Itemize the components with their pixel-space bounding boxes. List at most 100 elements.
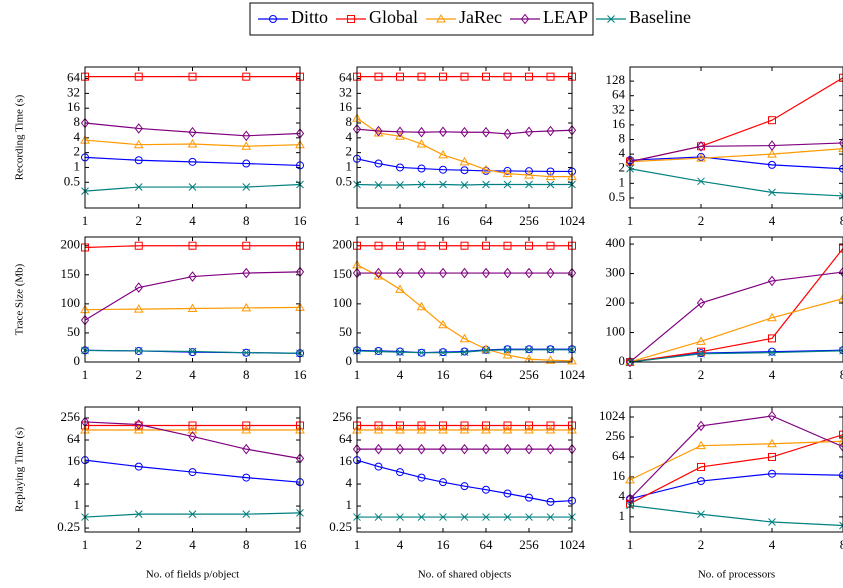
y-tick-label: 100 xyxy=(606,324,626,339)
marker xyxy=(459,156,470,166)
marker xyxy=(525,241,533,250)
marker xyxy=(459,333,470,343)
x-tick-label: 64 xyxy=(480,537,494,552)
series-line xyxy=(629,271,843,363)
marker xyxy=(242,443,251,455)
marker xyxy=(460,166,469,175)
marker xyxy=(134,462,143,471)
marker xyxy=(839,192,843,200)
marker xyxy=(767,312,777,322)
marker xyxy=(417,180,426,189)
marker xyxy=(482,241,490,250)
x-tick-label: 4 xyxy=(397,367,404,382)
x-tick-label: 1024 xyxy=(559,367,586,382)
y-axis-label: Trace Size (Mb) xyxy=(14,263,26,335)
y-tick-label: 200 xyxy=(333,237,353,252)
marker xyxy=(768,347,776,356)
marker xyxy=(503,241,512,250)
x-tick-label: 4 xyxy=(189,213,196,228)
marker xyxy=(768,348,776,357)
x-tick-label: 1024 xyxy=(559,537,586,552)
series-line xyxy=(84,306,301,311)
marker xyxy=(242,72,251,81)
y-tick-label: 16 xyxy=(612,116,626,131)
marker xyxy=(242,159,251,168)
marker xyxy=(503,345,512,354)
y-tick-label: 0.25 xyxy=(329,519,352,534)
x-tick-label: 4 xyxy=(189,367,196,382)
marker xyxy=(374,347,383,356)
marker xyxy=(133,139,144,149)
marker xyxy=(697,510,705,519)
marker xyxy=(242,241,251,250)
y-tick-label: 256 xyxy=(61,409,81,424)
x-tick-label: 2 xyxy=(136,537,143,552)
plot-frame xyxy=(629,236,843,363)
marker xyxy=(417,126,426,138)
marker xyxy=(524,443,534,455)
marker xyxy=(416,301,427,311)
marker xyxy=(503,421,512,430)
marker xyxy=(242,348,251,357)
marker xyxy=(460,443,469,455)
marker xyxy=(187,425,198,434)
marker xyxy=(838,293,843,303)
marker xyxy=(188,468,197,477)
marker xyxy=(839,430,843,439)
y-tick-label: 1 xyxy=(74,497,81,512)
y-tick-label: 8 xyxy=(346,114,353,129)
x-tick-label: 64 xyxy=(480,213,494,228)
marker xyxy=(439,72,447,81)
y-tick-label: 32 xyxy=(67,84,80,99)
marker xyxy=(482,485,490,494)
y-tick-label: 1024 xyxy=(599,408,626,423)
marker xyxy=(525,421,533,430)
plot-frame xyxy=(629,406,843,533)
marker xyxy=(395,425,405,434)
marker xyxy=(417,348,426,357)
marker xyxy=(439,165,447,174)
marker xyxy=(625,356,635,367)
marker xyxy=(546,267,555,279)
x-tick-label: 8 xyxy=(243,537,250,552)
marker xyxy=(838,441,843,453)
marker xyxy=(460,126,469,138)
marker xyxy=(697,462,705,471)
y-tick-label: 1 xyxy=(74,158,81,173)
series-line xyxy=(629,350,843,363)
marker xyxy=(525,513,533,521)
marker xyxy=(460,348,469,356)
marker xyxy=(417,164,426,173)
legend-label: LEAP xyxy=(543,7,588,27)
series-line xyxy=(84,271,301,321)
marker xyxy=(416,425,427,434)
series-line xyxy=(84,459,301,483)
marker xyxy=(546,180,555,189)
x-tick-label: 16 xyxy=(294,367,308,382)
x-tick-label: 2 xyxy=(136,213,143,228)
marker xyxy=(768,469,776,478)
plot-frame xyxy=(356,406,573,533)
marker xyxy=(524,126,534,138)
marker xyxy=(768,518,776,526)
marker xyxy=(546,443,555,455)
series-line xyxy=(629,168,843,197)
marker xyxy=(396,348,404,356)
marker xyxy=(438,126,448,138)
y-tick-label: 50 xyxy=(339,324,352,339)
marker xyxy=(459,425,470,434)
series-line xyxy=(84,421,301,460)
marker xyxy=(546,125,555,137)
marker xyxy=(438,443,448,455)
marker xyxy=(188,157,197,166)
y-tick-label: 16 xyxy=(339,453,353,468)
x-tick-label: 8 xyxy=(840,537,843,552)
marker xyxy=(767,438,777,448)
marker xyxy=(396,72,404,81)
series-line xyxy=(356,128,573,135)
marker xyxy=(242,473,251,482)
marker xyxy=(607,15,615,23)
x-tick-label: 1 xyxy=(627,367,634,382)
y-tick-label: 16 xyxy=(612,468,626,483)
series-line xyxy=(356,264,573,362)
